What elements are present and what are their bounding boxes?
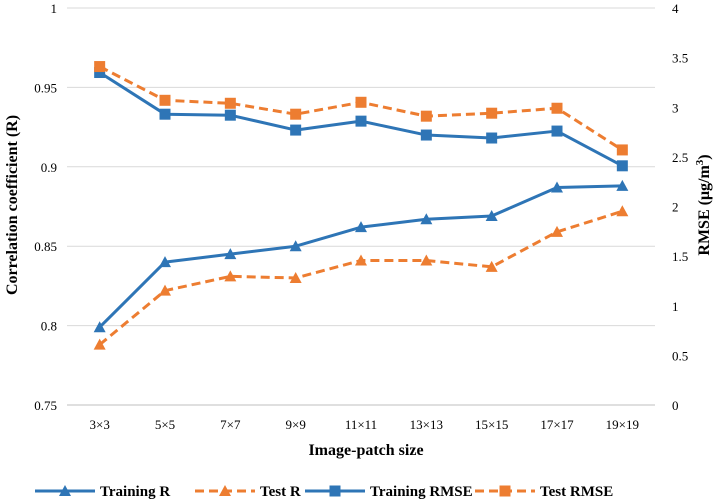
right-axis-title-main: RMSE (μg/m: [696, 165, 713, 256]
legend-item-test-r: Test R: [195, 484, 301, 500]
right-axis-title-sup: 3: [694, 159, 706, 165]
test-rmse-point: [355, 96, 367, 108]
x-tick-label: 11×11: [345, 417, 377, 432]
test-rmse-line: [98, 65, 624, 152]
test-r-point: [159, 284, 171, 296]
training-rmse-point: [290, 124, 302, 136]
test-rmse-point: [486, 107, 498, 119]
x-tick-label: 9×9: [285, 417, 305, 432]
test-r-point: [616, 205, 629, 217]
training-r-point: [93, 321, 106, 333]
right-tick-label: 3.5: [672, 51, 688, 66]
gridlines: [67, 7, 655, 406]
x-tick-label: 15×15: [475, 417, 508, 432]
series-test-rmse: [94, 61, 628, 156]
training-rmse-point: [420, 129, 432, 141]
legend-swatch-marker: [59, 485, 71, 496]
right-axis-title-close: ): [696, 154, 713, 159]
legend-label: Training R: [100, 484, 170, 500]
right-tick-label: 1.5: [672, 249, 688, 264]
right-axis-ticks: 0 0.5 1 1.5 2 2.5 3 3.5 4: [672, 1, 688, 413]
test-rmse-point: [159, 94, 171, 106]
test-r-point: [551, 225, 563, 237]
legend-swatch-marker: [329, 485, 341, 497]
x-tick-label: 13×13: [410, 417, 443, 432]
training-r-point: [159, 256, 171, 268]
test-rmse-point: [551, 102, 563, 114]
x-tick-label: 3×3: [89, 417, 109, 432]
series-layer: [93, 61, 629, 350]
training-r-point: [420, 213, 433, 225]
right-axis-title: RMSE (μg/m3): [694, 154, 713, 255]
x-axis-ticks: 3×3 5×5 7×7 9×9 11×11 13×13 15×15 17×17 19×19: [89, 417, 639, 432]
legend-item-training-rmse: Training RMSE: [305, 484, 473, 500]
x-tick-label: 19×19: [606, 417, 639, 432]
training-rmse-point: [551, 125, 563, 137]
right-tick-label: 0: [672, 398, 679, 413]
test-rmse-point: [290, 108, 302, 120]
x-tick-label: 5×5: [155, 417, 175, 432]
legend-swatch-marker: [499, 485, 511, 497]
test-rmse-point: [94, 61, 106, 73]
right-tick-label: 0.5: [672, 348, 688, 363]
legend: Training R Test R Training RMSE Test RMSE: [35, 484, 613, 500]
training-r-point: [485, 210, 498, 222]
training-rmse-point: [224, 109, 236, 121]
right-tick-label: 3: [672, 100, 679, 115]
test-r-point: [420, 254, 433, 266]
test-r-point: [485, 260, 498, 272]
test-r-point: [224, 270, 237, 282]
right-tick-label: 2: [672, 200, 679, 215]
test-rmse-point: [420, 110, 432, 122]
legend-swatch-marker: [219, 485, 231, 496]
training-r-point: [551, 181, 563, 193]
series-training-rmse: [94, 67, 628, 172]
test-rmse-point: [616, 144, 628, 156]
right-tick-label: 4: [672, 1, 679, 16]
training-rmse-point: [159, 108, 171, 120]
x-tick-label: 17×17: [540, 417, 574, 432]
right-tick-label: 1: [672, 299, 679, 314]
training-rmse-point: [94, 67, 106, 79]
left-tick-label: 0.95: [34, 80, 57, 95]
legend-label: Training RMSE: [370, 484, 473, 500]
training-rmse-point: [355, 115, 367, 127]
test-r-point: [93, 338, 106, 350]
training-r-point: [289, 240, 302, 252]
training-rmse-point: [486, 132, 498, 144]
series-test-r: [93, 205, 629, 350]
left-tick-label: 1: [51, 1, 58, 16]
test-rmse-point: [224, 97, 236, 109]
test-r-point: [355, 254, 367, 266]
training-r-point: [355, 221, 367, 233]
x-axis-title: Image-patch size: [308, 442, 423, 459]
legend-label: Test RMSE: [540, 484, 613, 500]
right-tick-label: 2.5: [672, 150, 688, 165]
x-tick-label: 7×7: [220, 417, 241, 432]
left-tick-label: 0.75: [34, 398, 57, 413]
training-rmse-point: [616, 160, 628, 172]
series-training-r: [93, 179, 629, 333]
legend-item-training-r: Training R: [35, 484, 170, 500]
left-axis-ticks: 0.75 0.8 0.85 0.9 0.95 1: [34, 1, 57, 413]
left-tick-label: 0.85: [34, 239, 57, 254]
left-axis-title: Correlation coefficient (R): [4, 115, 21, 295]
legend-item-test-rmse: Test RMSE: [475, 484, 613, 500]
training-r-point: [616, 179, 629, 191]
left-tick-label: 0.9: [41, 160, 57, 175]
left-tick-label: 0.8: [41, 319, 57, 334]
training-r-point: [224, 248, 237, 260]
legend-label: Test R: [260, 484, 301, 500]
test-r-point: [289, 271, 302, 283]
